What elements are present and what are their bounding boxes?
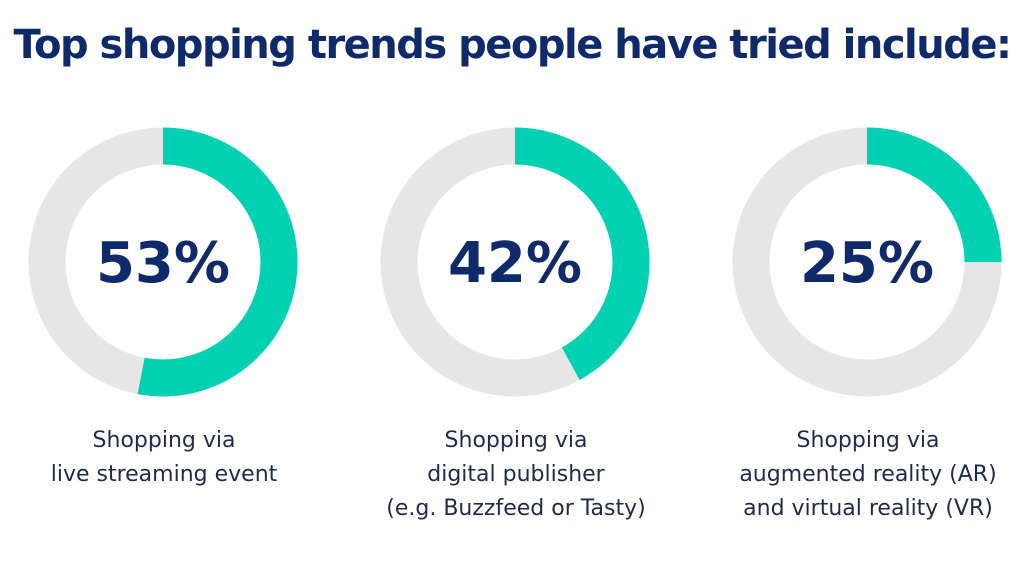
percent-label-digital-publisher: 42%: [448, 231, 582, 296]
donut-arc-live-streaming: [28, 127, 298, 397]
caption-line: and virtual reality (VR): [743, 496, 993, 521]
donut-arc-ar-vr: [732, 127, 1002, 397]
percent-label-ar-vr: 25%: [800, 231, 934, 296]
caption-line: Shopping via: [796, 428, 940, 453]
caption-line: Shopping via: [92, 428, 236, 453]
caption-line: digital publisher: [427, 462, 605, 487]
caption-line: augmented reality (AR): [739, 462, 997, 487]
caption-line: (e.g. Buzzfeed or Tasty): [386, 496, 646, 521]
caption-live-streaming: Shopping via live streaming event: [4, 424, 324, 492]
percent-label-live-streaming: 53%: [96, 231, 230, 296]
caption-line: live streaming event: [50, 462, 278, 487]
caption-ar-vr: Shopping via augmented reality (AR) and …: [708, 424, 1024, 526]
caption-line: Shopping via: [444, 428, 588, 453]
caption-digital-publisher: Shopping via digital publisher (e.g. Buz…: [356, 424, 676, 526]
donut-arc-digital-publisher: [380, 127, 650, 397]
page-title: Top shopping trends people have tried in…: [13, 22, 1012, 68]
